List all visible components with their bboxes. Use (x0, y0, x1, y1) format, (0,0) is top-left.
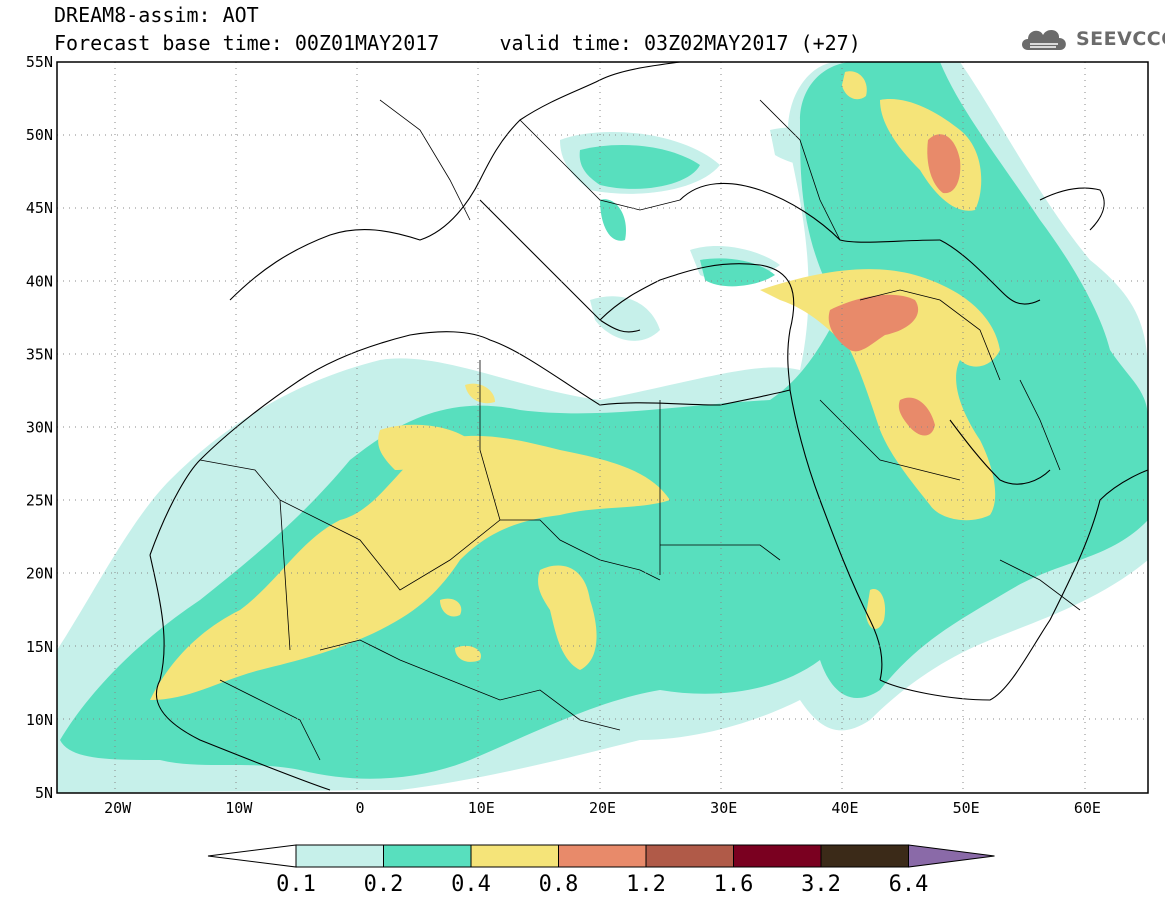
latitude-labels: 55N 50N 45N 40N 35N 30N 25N 20N 15N 10N 5N (26, 53, 53, 802)
colorbar-over-arrow (908, 844, 995, 868)
seevccc-logo: SEEVCCC (1018, 22, 1165, 56)
colorbar-label: 0.1 (276, 872, 316, 897)
colorbar-label: 0.2 (364, 872, 404, 897)
lon-tick-label: 60E (1074, 799, 1101, 817)
brand-name: SEEVCCC (1076, 28, 1165, 50)
lon-tick-label: 0 (356, 799, 365, 817)
lat-tick-label: 45N (26, 199, 53, 217)
lon-tick-label: 40E (831, 799, 858, 817)
colorbar-label: 1.2 (626, 872, 666, 897)
coastlines (149, 62, 1148, 791)
colorbar-bin (558, 844, 647, 868)
aot-band-0.8-1.2 (828, 134, 961, 436)
map-title: DREAM8-assim: AOT (54, 3, 259, 27)
map-frame (56, 61, 1149, 794)
lat-tick-label: 30N (26, 419, 53, 437)
colorbar-bin (295, 844, 384, 868)
lat-tick-label: 25N (26, 492, 53, 510)
colorbar-label: 3.2 (801, 872, 841, 897)
lon-tick-label: 10W (225, 799, 253, 817)
lon-tick-label: 10E (468, 799, 495, 817)
lat-tick-label: 40N (26, 272, 53, 290)
colorbar-label: 6.4 (889, 872, 929, 897)
longitude-labels: 20W 10W 0 10E 20E 30E 40E 50E 60E (104, 799, 1101, 817)
forecast-times: Forecast base time: 00Z01MAY2017 valid t… (54, 31, 861, 55)
colorbar-bin (383, 844, 472, 868)
lat-tick-label: 15N (26, 638, 53, 656)
colorbar-label: 0.8 (539, 872, 579, 897)
lat-tick-label: 55N (26, 53, 53, 71)
colorbar-label: 0.4 (451, 872, 491, 897)
lon-tick-label: 20W (104, 799, 132, 817)
lon-tick-label: 20E (589, 799, 616, 817)
lon-tick-label: 50E (953, 799, 980, 817)
lat-tick-label: 10N (26, 711, 53, 729)
lat-tick-label: 35N (26, 345, 53, 363)
borders (199, 99, 1081, 761)
colorbar-bin (733, 844, 822, 868)
colorbar-bin (820, 844, 909, 868)
colorbar-label: 1.6 (714, 872, 754, 897)
lat-tick-label: 50N (26, 126, 53, 144)
lat-tick-label: 20N (26, 565, 53, 583)
colorbar-bin (645, 844, 734, 868)
lat-tick-label: 5N (35, 784, 53, 802)
colorbar-bin (470, 844, 559, 868)
colorbar-under-arrow (207, 844, 297, 868)
cloud-icon (1022, 29, 1066, 50)
lon-tick-label: 30E (710, 799, 737, 817)
